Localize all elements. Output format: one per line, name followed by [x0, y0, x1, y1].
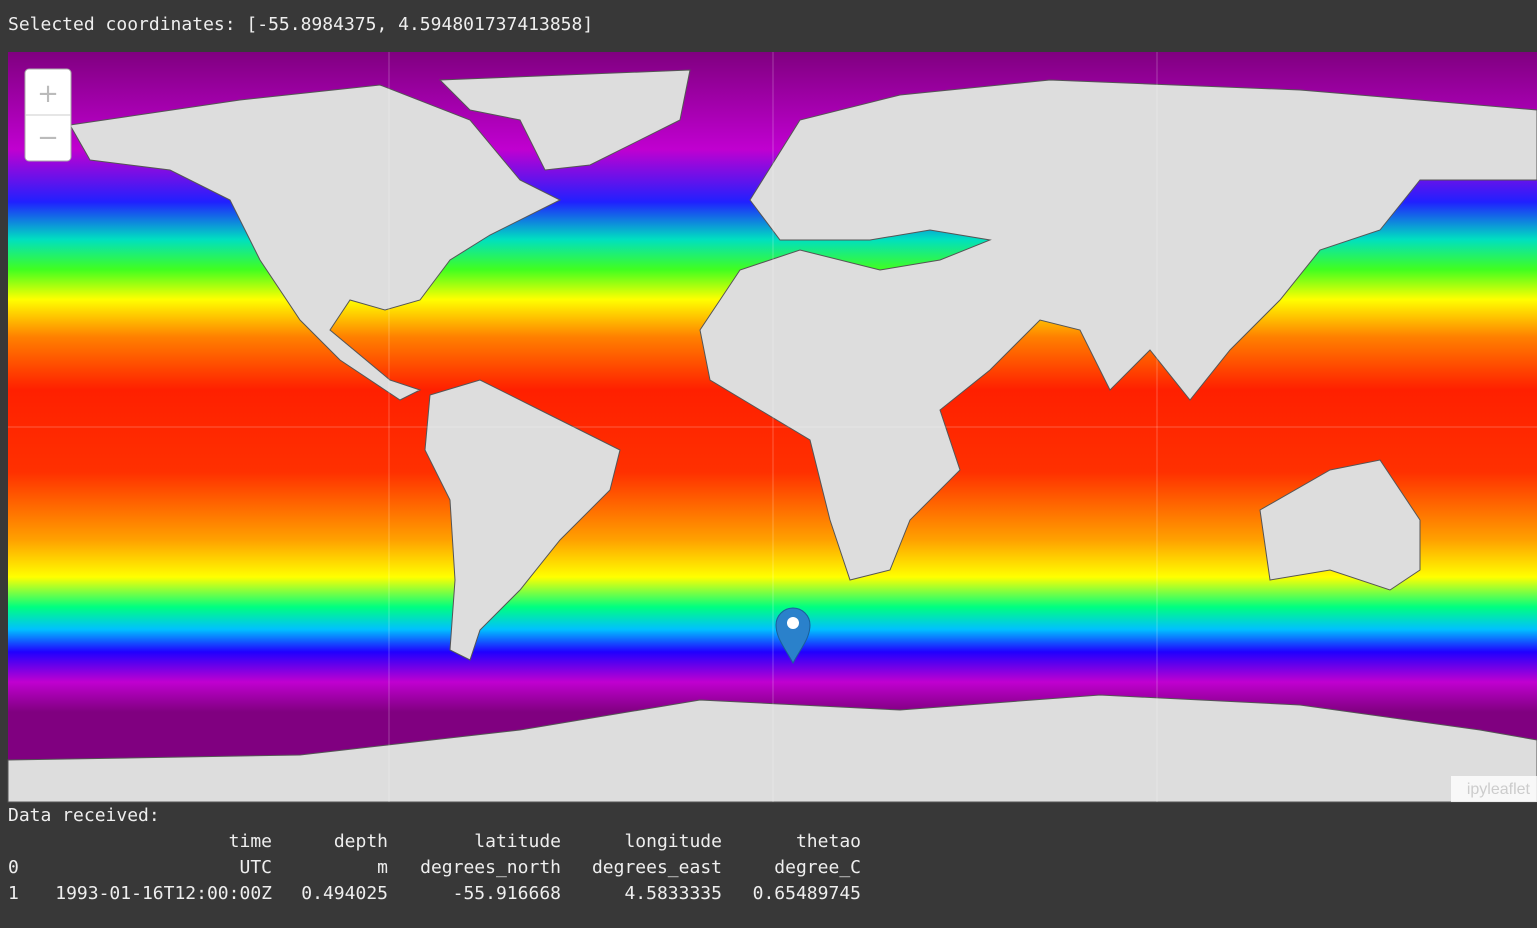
zoom-in[interactable]: + — [37, 79, 59, 109]
column-header: time — [229, 831, 272, 852]
cell: 0.65489745 — [753, 883, 861, 904]
australia — [1259, 459, 1421, 591]
column-header: latitude — [474, 831, 561, 852]
cell: degrees_east — [592, 857, 722, 878]
column-header: depth — [334, 831, 388, 852]
cell: degree_C — [774, 857, 861, 878]
data-table: time depth latitude longitude thetao 0 UTC m deg… — [8, 831, 861, 904]
column-header: longitude — [624, 831, 722, 852]
cell: -55.916668 — [453, 883, 561, 904]
south-america — [424, 379, 621, 661]
selected-coordinates: Selected coordinates: [-55.8984375, 4.59… — [8, 14, 593, 35]
zoom-control: + − — [24, 68, 72, 162]
row-index: 0 — [8, 857, 19, 878]
land — [7, 69, 1537, 803]
cell: UTC — [239, 857, 272, 878]
eurasia-africa — [699, 79, 1537, 581]
attribution-box — [1451, 776, 1537, 802]
marker-pin[interactable] — [775, 607, 811, 665]
cell: 1993-01-16T12:00:00Z — [55, 883, 272, 904]
marker-dot — [787, 617, 799, 629]
tile-grid — [8, 52, 1537, 802]
output-label: Data received: — [8, 805, 160, 826]
cell: degrees_north — [420, 857, 561, 878]
cell: 0.494025 — [301, 883, 388, 904]
marker[interactable] — [775, 607, 811, 665]
attribution[interactable]: ipyleaflet — [1467, 781, 1531, 798]
greenland — [438, 69, 691, 171]
map[interactable]: + − ipyleaflet — [7, 52, 1537, 803]
antarctica — [7, 694, 1537, 803]
cell: m — [377, 857, 388, 878]
row-index: 1 — [8, 883, 19, 904]
zoom-out[interactable]: − — [37, 123, 59, 153]
north-america — [69, 84, 562, 401]
cell: 4.5833335 — [624, 883, 722, 904]
column-header: thetao — [796, 831, 861, 852]
